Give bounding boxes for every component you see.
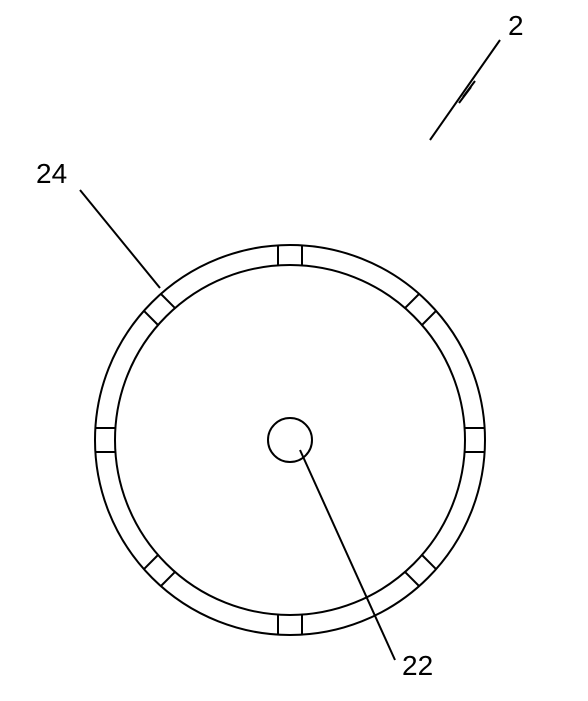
segment-marker <box>465 428 485 452</box>
segment-marker <box>405 294 436 325</box>
segment-marker <box>278 615 302 635</box>
leader-segment <box>80 190 160 288</box>
technical-diagram <box>0 0 588 701</box>
segment-marker <box>95 428 115 452</box>
segment-marker <box>144 555 175 586</box>
label-center: 22 <box>402 650 433 682</box>
segment-marker <box>405 555 436 586</box>
outer-ring-inner <box>115 265 465 615</box>
center-circle <box>268 418 312 462</box>
segment-marker <box>278 245 302 265</box>
leader-center <box>300 450 395 660</box>
segment-markers <box>95 245 485 635</box>
leader-assembly <box>430 40 500 140</box>
ring-assembly <box>95 245 485 635</box>
segment-marker <box>144 294 175 325</box>
label-segment: 24 <box>36 158 67 190</box>
outer-ring-outer <box>95 245 485 635</box>
label-assembly: 2 <box>508 10 524 42</box>
